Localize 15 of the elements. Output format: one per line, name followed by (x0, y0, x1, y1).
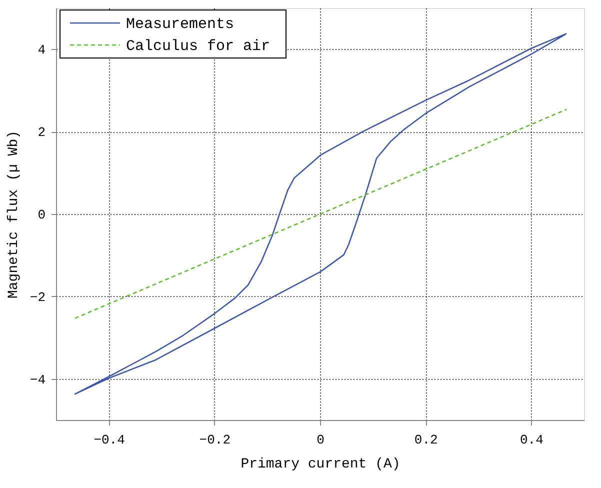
y-axis-title: Magnetic flux (µ Wb) (6, 130, 22, 299)
x-tick-label: 0.4 (520, 432, 544, 448)
line-series (74, 32, 568, 395)
x-axis-title: Primary current (A) (240, 456, 400, 472)
y-tick-label: 4 (38, 42, 46, 58)
y-tick-label: −2 (30, 290, 46, 305)
x-tick-label: −0.2 (199, 432, 231, 448)
legend-label: Calculus for air (126, 38, 270, 55)
x-tick-label: 0.2 (414, 432, 438, 448)
x-tick-label: 0 (316, 432, 324, 448)
x-tick-label: −0.4 (94, 432, 126, 448)
legend-label: Measurements (126, 16, 234, 33)
y-tick-label: 0 (38, 208, 46, 222)
y-tick-label: 2 (38, 125, 46, 140)
y-tick-label: −4 (30, 372, 46, 388)
